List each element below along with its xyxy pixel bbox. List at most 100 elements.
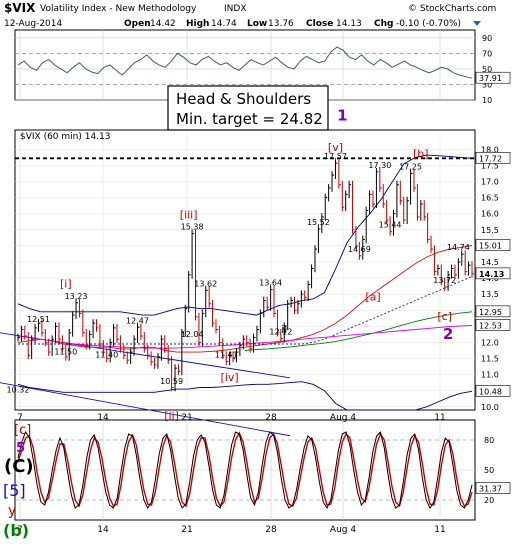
price-tick-label: 11.0 bbox=[481, 371, 499, 380]
stoch-x-tick-label: 21 bbox=[181, 525, 192, 535]
price-label-box bbox=[475, 239, 511, 251]
pattern-callout-line1: Head & Shoulders bbox=[176, 90, 311, 108]
dropdown-arrow-icon[interactable] bbox=[473, 21, 481, 26]
price-value-label: 12.12 bbox=[269, 328, 292, 337]
price-value-label: 11.50 bbox=[54, 348, 77, 357]
wave-annotation: 2 bbox=[443, 325, 453, 343]
rsi-layer: 10 30 50 70 90 37.91 bbox=[15, 30, 511, 105]
series-magenta-ma bbox=[17, 324, 473, 349]
stoch-d-line bbox=[17, 431, 473, 508]
rsi-tick-label: 10 bbox=[482, 96, 492, 105]
wave-annotation: [v] bbox=[328, 141, 343, 154]
price-tick-label: 17.0 bbox=[481, 177, 499, 186]
price-label: 17.72 bbox=[479, 154, 502, 163]
close-label: Close bbox=[306, 19, 333, 29]
pattern-callout-box bbox=[167, 85, 329, 131]
price-tick-label: 11.5 bbox=[481, 355, 499, 364]
chart-source: © StockCharts.com bbox=[408, 4, 496, 14]
price-value-label: 15.52 bbox=[307, 218, 330, 227]
rsi-tick-label: 50 bbox=[482, 65, 492, 74]
stoch-x-tick-label: Aug 4 bbox=[330, 525, 356, 535]
price-layer: 10.010.511.011.512.012.513.013.514.014.5… bbox=[0, 106, 511, 437]
price-tick-label: 17.5 bbox=[481, 161, 499, 170]
wave-annotation: [iv] bbox=[221, 371, 239, 384]
chart-date: 12-Aug-2014 bbox=[4, 19, 63, 29]
price-value-label: 13.64 bbox=[259, 279, 282, 288]
high-label: High bbox=[186, 19, 209, 29]
wave-annotation: [i] bbox=[60, 278, 72, 291]
stoch-last-value: 31.37 bbox=[479, 485, 502, 494]
stoch-x-tick-label: 11 bbox=[434, 525, 445, 535]
price-value-label: 13.23 bbox=[65, 292, 88, 301]
price-tick-label: 14.5 bbox=[481, 258, 499, 267]
price-tick-label: 10.0 bbox=[481, 403, 499, 412]
price-label-box bbox=[475, 152, 511, 164]
wave-annotation: [c] bbox=[437, 310, 452, 323]
ohlc-readout: Open 14.42 High 14.74 Low 13.76 Close 14… bbox=[124, 19, 461, 29]
close-value: 14.13 bbox=[336, 19, 362, 29]
price-value-label: 12.51 bbox=[27, 315, 50, 324]
price-x-tick-label: 14 bbox=[97, 413, 109, 423]
stoch-last-value-box bbox=[475, 482, 511, 494]
price-tick-label: 12.0 bbox=[481, 338, 499, 347]
stochastic-layer: 20 50 80 7 14 21 28 Aug 4 11 31.37 bbox=[15, 420, 511, 535]
price-label-box bbox=[475, 385, 511, 397]
price-tick-label: 18.0 bbox=[481, 145, 499, 154]
price-tick-label: 15.5 bbox=[481, 226, 499, 235]
stoch-k-line bbox=[17, 430, 473, 510]
open-value: 14.42 bbox=[150, 19, 176, 29]
open-label: Open bbox=[124, 19, 151, 29]
price-value-label: 14.74 bbox=[447, 243, 470, 252]
price-label-box bbox=[475, 319, 511, 331]
price-tick-label: 16.0 bbox=[481, 210, 499, 219]
wave-label-5-blue: [5] bbox=[3, 481, 26, 500]
wave-label-5-purple: 5 bbox=[16, 441, 25, 456]
price-value-label: 17.25 bbox=[399, 162, 422, 171]
wave-annotation: [a] bbox=[365, 291, 380, 304]
price-label: 14.13 bbox=[479, 270, 504, 279]
price-x-tick-label: Aug 4 bbox=[330, 413, 356, 423]
series-red-ma bbox=[17, 245, 473, 353]
price-x-tick-label: 7 bbox=[17, 413, 23, 423]
price-label: 12.53 bbox=[479, 321, 502, 330]
wave-annotation: ii bbox=[281, 323, 287, 336]
pattern-callout-line2: Min. target = 24.82 bbox=[176, 110, 323, 128]
price-x-tick-label: 11 bbox=[434, 413, 445, 423]
rsi-last-value-box bbox=[475, 71, 511, 84]
price-value-label: 13.62 bbox=[194, 279, 217, 288]
price-value-label: 12.04 bbox=[181, 330, 204, 339]
rsi-tick-label: 30 bbox=[482, 80, 492, 89]
price-value-label: 11.40 bbox=[95, 351, 118, 360]
high-value: 14.74 bbox=[211, 19, 237, 29]
price-value-label: 12.47 bbox=[126, 316, 149, 325]
rsi-tick-label: 90 bbox=[482, 34, 492, 43]
rsi-tick-label: 70 bbox=[482, 49, 492, 58]
rsi-line bbox=[17, 46, 473, 79]
price-panel bbox=[14, 129, 476, 411]
price-value-label: 10.59 bbox=[160, 377, 183, 386]
price-label: 10.48 bbox=[479, 387, 502, 396]
series-green-ma bbox=[244, 311, 473, 351]
price-x-tick-label: 28 bbox=[265, 413, 277, 423]
wave-annotation: [ii] bbox=[164, 410, 179, 423]
price-x-tick-label: 21 bbox=[181, 413, 192, 423]
trendline-1 bbox=[0, 382, 291, 437]
rsi-last-value: 37.91 bbox=[479, 74, 502, 83]
stoch-tick-label: 80 bbox=[484, 436, 494, 445]
stoch-tick-label: 50 bbox=[484, 466, 494, 475]
wave-annotation: 1 bbox=[337, 106, 347, 124]
price-tick-label: 13.5 bbox=[481, 290, 499, 299]
price-value-label: 17.30 bbox=[368, 161, 391, 170]
price-value-label: 17.57 bbox=[324, 152, 347, 161]
price-value-label: 15.44 bbox=[379, 221, 402, 230]
wave-label-y-red: y bbox=[8, 503, 16, 519]
price-value-label: 13.72 bbox=[433, 276, 456, 285]
wave-label-c-black: (C) bbox=[4, 456, 34, 477]
series-blue-dotted bbox=[18, 275, 473, 345]
chg-label: Chg bbox=[374, 19, 393, 29]
wave-annotation: [b] bbox=[413, 147, 429, 160]
price-value-label: 10.32 bbox=[7, 385, 30, 394]
stoch-x-tick-label: 7 bbox=[17, 525, 23, 535]
chg-value: -0.10 (-0.70%) bbox=[396, 19, 461, 29]
price-value-label: 11.41 bbox=[215, 350, 238, 359]
